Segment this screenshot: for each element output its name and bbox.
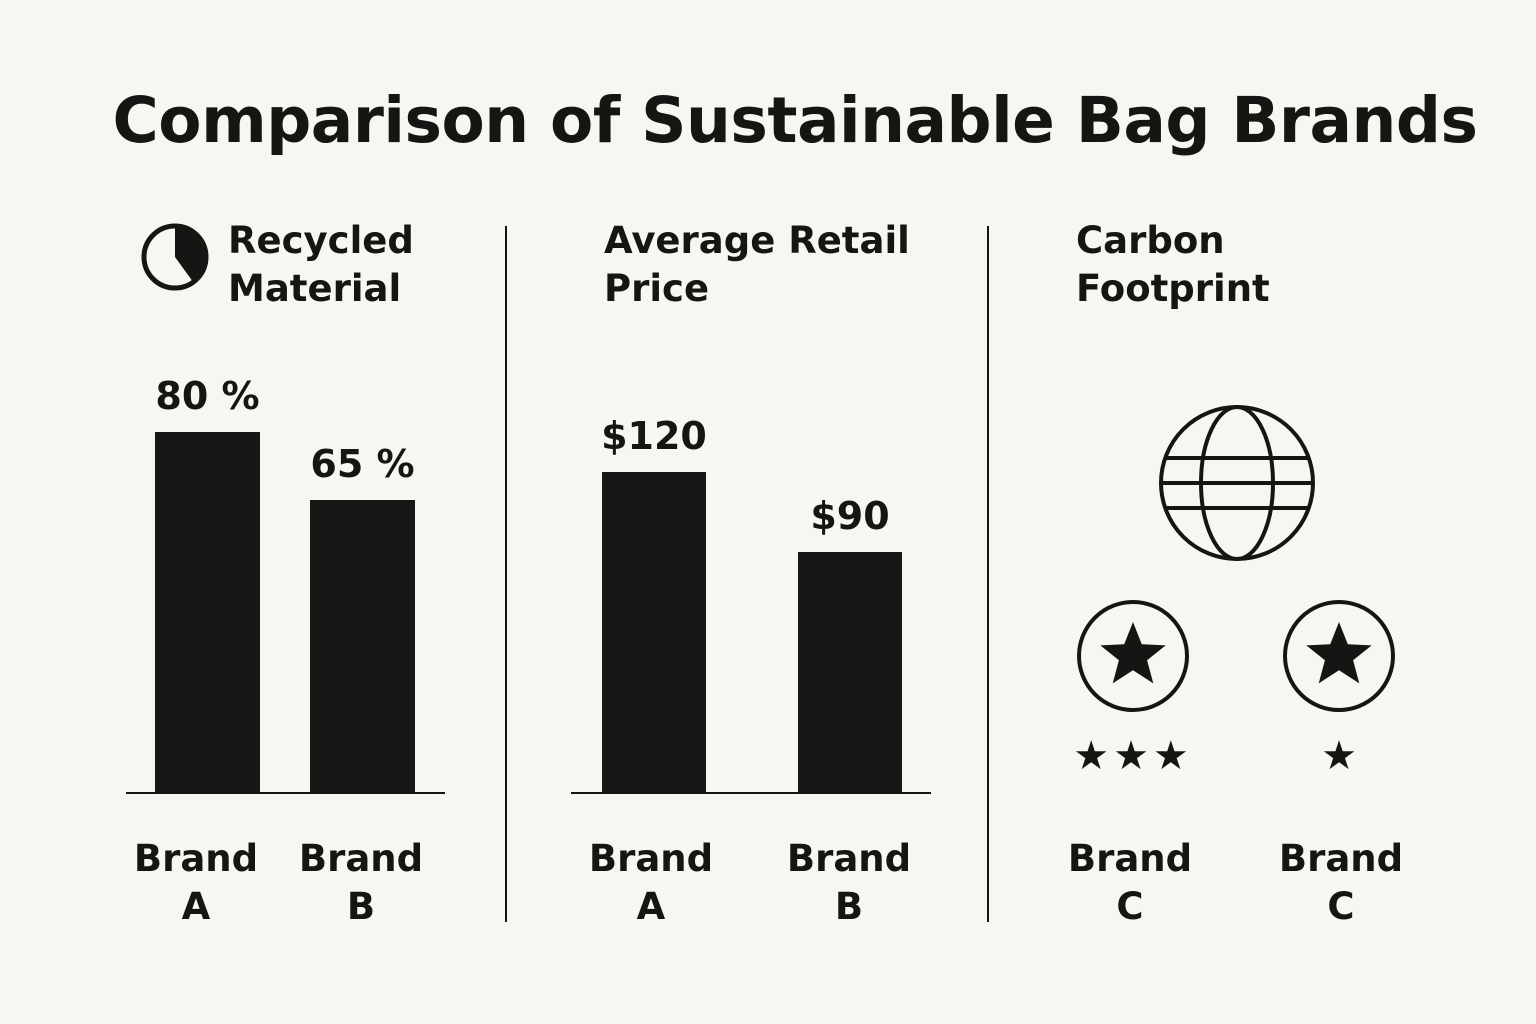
panel-title-line: Material — [228, 267, 402, 310]
category-label-line: Brand — [588, 837, 714, 880]
bar-brand-a — [155, 432, 260, 792]
axis-baseline — [571, 792, 931, 794]
panel-title-line: Average Retail — [604, 219, 910, 262]
star-rating-brand-c: ★★★ — [1073, 733, 1193, 779]
axis-baseline — [126, 792, 445, 794]
category-label-brand-c: Brand C — [1261, 835, 1421, 931]
bar-label-brand-a: $120 — [601, 414, 707, 458]
divider-left — [505, 226, 507, 922]
category-label-line: Brand — [1278, 837, 1404, 880]
bar-label-brand-b: $90 — [810, 494, 890, 538]
panel-title-carbon: Carbon Footprint — [1076, 217, 1270, 313]
panel-title-recycled: Recycled Material — [228, 217, 414, 313]
panel-title-line: Footprint — [1076, 267, 1270, 310]
category-label-brand-c: Brand C — [1050, 835, 1210, 931]
category-label-line: B — [834, 885, 864, 928]
category-label-brand-b: Brand B — [769, 835, 929, 931]
chart-title: Comparison of Sustainable Bag Brands — [112, 84, 1478, 157]
bar-brand-a — [602, 472, 706, 792]
category-label-line: Brand — [786, 837, 912, 880]
category-label-line: Brand — [1067, 837, 1193, 880]
category-label-brand-b: Brand B — [281, 835, 441, 931]
category-label-line: Brand — [133, 837, 259, 880]
panel-title-line: Price — [604, 267, 710, 310]
category-label-line: Brand — [298, 837, 424, 880]
star-badge-icon — [1283, 600, 1395, 712]
divider-right — [987, 226, 989, 922]
bar-brand-b — [798, 552, 902, 792]
category-label-line: B — [346, 885, 376, 928]
bar-brand-b — [310, 499, 415, 792]
bar-label-brand-b: 65 % — [310, 441, 415, 486]
category-label-brand-a: Brand A — [571, 835, 731, 931]
category-label-line: C — [1116, 885, 1144, 928]
panel-title-line: Carbon — [1076, 219, 1225, 262]
panel-title-price: Average Retail Price — [604, 217, 910, 313]
category-label-line: A — [181, 885, 211, 928]
star-badge-icon — [1077, 600, 1189, 712]
category-label-line: A — [636, 885, 666, 928]
bar-label-brand-a: 80 % — [155, 374, 260, 418]
globe-icon — [1159, 405, 1315, 561]
category-label-brand-a: Brand A — [116, 835, 276, 931]
panel-title-line: Recycled — [228, 219, 414, 262]
star-rating-brand-c: ★ — [1321, 733, 1361, 779]
pie-chart-icon — [141, 223, 209, 291]
category-label-line: C — [1327, 885, 1355, 928]
